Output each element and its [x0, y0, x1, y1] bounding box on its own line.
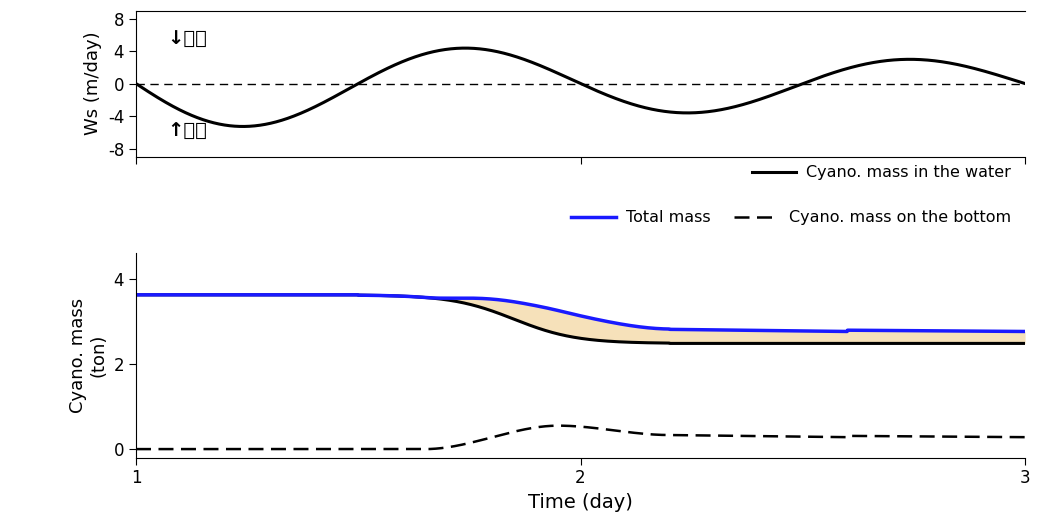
Cyano. mass in the water [130, 292, 142, 298]
Cyano. mass in the water [994, 340, 1006, 347]
Total mass [562, 310, 574, 316]
Text: ↑부상: ↑부상 [167, 121, 207, 140]
Cyano. mass in the water [539, 327, 551, 333]
Cyano. mass in the water [663, 340, 676, 347]
Y-axis label: Cyano. mass
(ton): Cyano. mass (ton) [69, 298, 108, 413]
Cyano. mass in the water [1019, 340, 1031, 347]
Cyano. mass on the bottom [539, 423, 551, 430]
Cyano. mass on the bottom [175, 446, 187, 452]
Total mass [829, 328, 842, 335]
Line: Total mass: Total mass [136, 295, 1025, 331]
Total mass [1019, 328, 1031, 335]
Total mass [175, 292, 187, 298]
Line: Cyano. mass on the bottom: Cyano. mass on the bottom [136, 426, 1025, 449]
Cyano. mass in the water [993, 340, 1005, 347]
Legend: Total mass, Cyano. mass on the bottom: Total mass, Cyano. mass on the bottom [565, 204, 1017, 231]
Cyano. mass in the water [175, 292, 187, 298]
Cyano. mass in the water [831, 340, 843, 347]
Cyano. mass on the bottom [130, 446, 142, 452]
Cyano. mass on the bottom [993, 434, 1005, 440]
Cyano. mass on the bottom [1019, 434, 1031, 440]
Total mass [539, 305, 551, 311]
Cyano. mass on the bottom [831, 434, 843, 440]
Line: Cyano. mass in the water: Cyano. mass in the water [136, 295, 1025, 343]
Cyano. mass on the bottom [994, 434, 1006, 440]
Y-axis label: Ws (m/day): Ws (m/day) [85, 32, 103, 135]
Text: ↓침강: ↓침강 [167, 29, 207, 48]
Total mass [130, 292, 142, 298]
X-axis label: Time (day): Time (day) [528, 493, 633, 512]
Cyano. mass on the bottom [563, 423, 575, 429]
Cyano. mass on the bottom [552, 422, 565, 429]
Cyano. mass in the water [562, 333, 574, 339]
Total mass [993, 328, 1005, 335]
Total mass [993, 328, 1005, 335]
